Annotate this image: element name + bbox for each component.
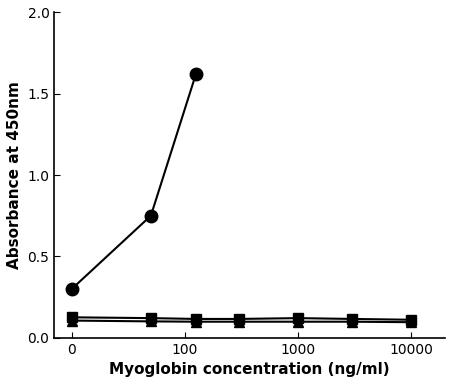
Y-axis label: Absorbance at 450nm: Absorbance at 450nm <box>7 81 22 269</box>
X-axis label: Myoglobin concentration (ng/ml): Myoglobin concentration (ng/ml) <box>109 362 389 377</box>
